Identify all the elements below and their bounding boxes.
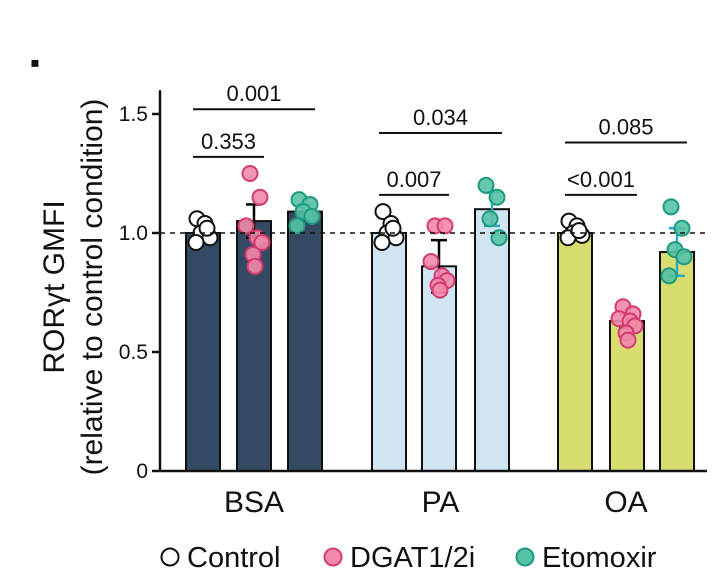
data-point-pa-1-6 xyxy=(431,281,449,299)
data-point-oa-2-3 xyxy=(675,248,693,266)
legend-label-dgat: DGAT1/2i xyxy=(350,542,475,574)
legend-item-etomoxir: Etomoxir xyxy=(515,542,657,574)
data-point-bsa-2-4 xyxy=(288,217,306,235)
data-point-oa-2-4 xyxy=(660,267,678,285)
y-tick-label-0: 0 xyxy=(136,460,148,483)
significance-label-2: 0.007 xyxy=(386,167,441,192)
plot-area xyxy=(185,165,695,473)
bar-pa-control xyxy=(371,232,407,472)
data-point-bsa-1-0 xyxy=(241,165,259,182)
y-tick-label-2: 1.0 xyxy=(119,222,148,245)
significance-label-5: 0.085 xyxy=(598,115,653,140)
significance-annotations: 0.353 0.001 0.007 0.034 <0.001 0.085 xyxy=(193,81,687,196)
category-label-pa: PA xyxy=(422,486,460,519)
data-point-bsa-1-2 xyxy=(237,217,255,235)
legend: Control DGAT1/2i Etomoxir xyxy=(160,542,657,574)
significance-label-4: <0.001 xyxy=(567,167,635,192)
data-point-pa-2-3 xyxy=(490,229,508,247)
data-point-pa-1-2 xyxy=(422,253,440,271)
legend-label-etomoxir: Etomoxir xyxy=(542,542,657,574)
legend-marker-control xyxy=(160,547,180,567)
significance-label-1: 0.001 xyxy=(226,81,281,106)
category-label-bsa: BSA xyxy=(224,486,284,519)
bar-bsa-dgat1-2i xyxy=(236,220,272,472)
y-axis-title-line2: (relative to control condition) xyxy=(76,99,109,476)
data-point-pa-2-2 xyxy=(481,210,499,228)
legend-item-control: Control xyxy=(160,542,281,574)
data-point-oa-1-6 xyxy=(619,331,637,349)
bar-bsa-control xyxy=(185,232,221,472)
significance-label-0: 0.353 xyxy=(201,129,256,154)
y-tick-label-3: 1.5 xyxy=(119,103,148,126)
bar-pa-etomoxir xyxy=(474,208,510,472)
legend-label-control: Control xyxy=(187,542,281,574)
legend-marker-dgat xyxy=(323,547,343,567)
legend-marker-etomoxir xyxy=(515,547,535,567)
data-point-pa-2-0 xyxy=(477,176,495,194)
y-axis-title: RORγt GMFI (relative to control conditio… xyxy=(38,99,109,476)
data-point-bsa-1-4 xyxy=(253,234,271,252)
data-point-oa-2-0 xyxy=(662,198,680,216)
y-tick-label-1: 0.5 xyxy=(119,341,148,364)
data-point-oa-2-1 xyxy=(673,219,691,237)
legend-item-dgat: DGAT1/2i xyxy=(323,542,475,574)
data-point-pa-2-1 xyxy=(488,188,506,206)
bar-oa-etomoxir xyxy=(659,251,695,472)
significance-label-3: 0.034 xyxy=(413,105,468,130)
axes: 0 0.5 1.0 1.5 BSA PA OA xyxy=(119,90,707,519)
data-point-bsa-2-3 xyxy=(303,207,321,225)
data-point-oa-0-5 xyxy=(570,222,588,240)
data-point-bsa-1-1 xyxy=(251,188,269,206)
bar-oa-control xyxy=(557,232,593,472)
data-point-pa-1-1 xyxy=(436,217,454,235)
y-axis-title-line1: RORγt GMFI xyxy=(38,200,71,373)
bar-bsa-etomoxir xyxy=(287,210,323,473)
data-point-bsa-1-6 xyxy=(246,257,264,275)
panel-marker: ▪ xyxy=(30,47,40,78)
data-point-bsa-0-4 xyxy=(187,234,205,252)
data-point-pa-0-4 xyxy=(373,234,391,252)
category-label-oa: OA xyxy=(604,486,647,519)
data-point-pa-0-5 xyxy=(384,219,402,237)
data-point-pa-0-0 xyxy=(374,203,392,221)
data-point-bsa-0-5 xyxy=(198,219,216,237)
